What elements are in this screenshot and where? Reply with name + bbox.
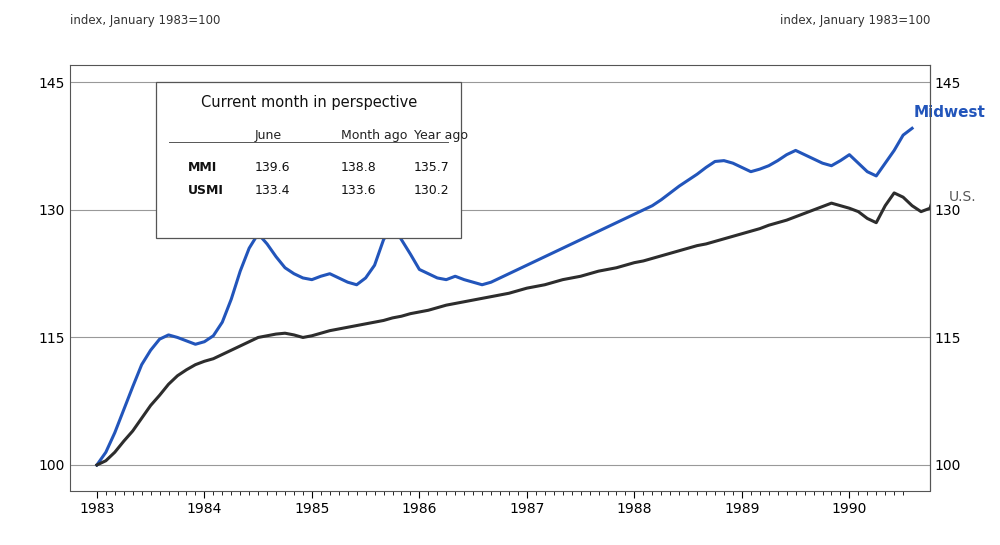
FancyBboxPatch shape bbox=[156, 82, 461, 238]
Text: USMI: USMI bbox=[188, 184, 224, 197]
Text: index, January 1983=100: index, January 1983=100 bbox=[70, 14, 220, 27]
Text: MMI: MMI bbox=[188, 161, 217, 174]
Text: June: June bbox=[255, 129, 282, 142]
Text: Year ago: Year ago bbox=[414, 129, 468, 142]
Text: 130.2: 130.2 bbox=[414, 184, 450, 197]
Text: 139.6: 139.6 bbox=[255, 161, 290, 174]
Text: 138.8: 138.8 bbox=[341, 161, 377, 174]
Text: Current month in perspective: Current month in perspective bbox=[201, 95, 417, 110]
Text: U.S.: U.S. bbox=[949, 190, 977, 203]
Text: 133.6: 133.6 bbox=[341, 184, 376, 197]
Text: Midwest: Midwest bbox=[913, 105, 985, 120]
Text: 135.7: 135.7 bbox=[414, 161, 450, 174]
Text: index, January 1983=100: index, January 1983=100 bbox=[780, 14, 930, 27]
Text: 133.4: 133.4 bbox=[255, 184, 290, 197]
Text: Month ago: Month ago bbox=[341, 129, 407, 142]
